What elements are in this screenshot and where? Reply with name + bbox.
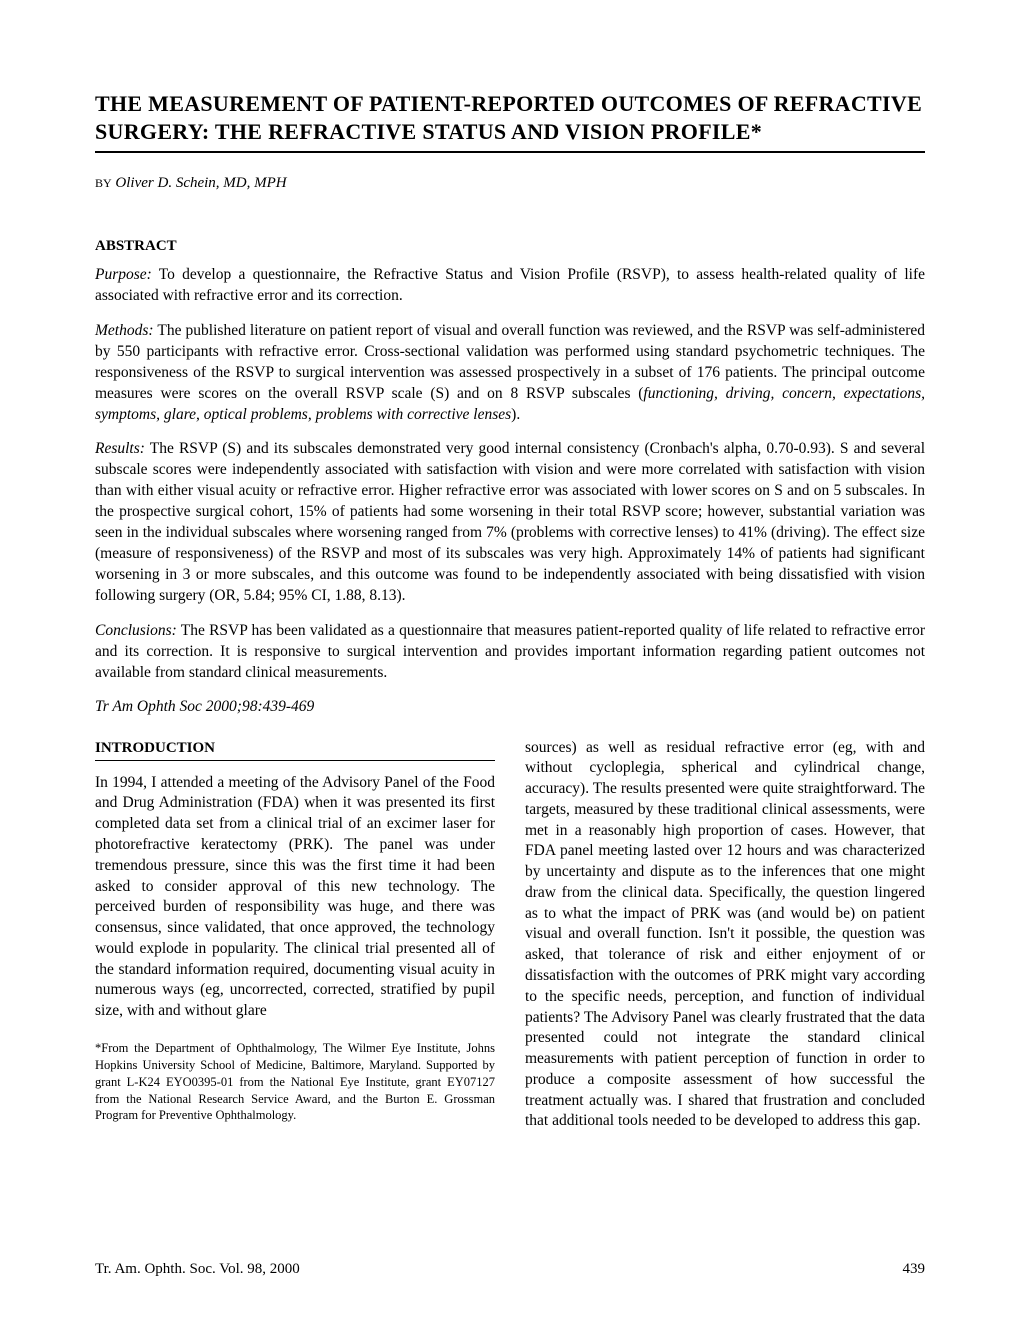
- intro-paragraph-left: In 1994, I attended a meeting of the Adv…: [95, 773, 495, 1022]
- abstract-methods: Methods: The published literature on pat…: [95, 321, 925, 426]
- byline: BY Oliver D. Schein, MD, MPH: [95, 175, 925, 192]
- byline-prefix: BY: [95, 176, 112, 190]
- methods-after: ).: [511, 406, 520, 423]
- abstract-heading: ABSTRACT: [95, 238, 925, 255]
- methods-label: Methods:: [95, 322, 154, 339]
- citation: Tr Am Ophth Soc 2000;98:439-469: [95, 698, 925, 716]
- results-text: The RSVP (S) and its subscales demonstra…: [95, 440, 925, 603]
- left-column: INTRODUCTION In 1994, I attended a meeti…: [95, 738, 495, 1145]
- results-label: Results:: [95, 440, 145, 457]
- author-name: Oliver D. Schein, MD, MPH: [115, 175, 286, 191]
- right-column: sources) as well as residual refractive …: [525, 738, 925, 1145]
- article-title: THE MEASUREMENT OF PATIENT-REPORTED OUTC…: [95, 90, 925, 153]
- purpose-text: To develop a questionnaire, the Refracti…: [95, 266, 925, 304]
- abstract-conclusions: Conclusions: The RSVP has been validated…: [95, 621, 925, 684]
- introduction-heading: INTRODUCTION: [95, 738, 495, 761]
- body-columns: INTRODUCTION In 1994, I attended a meeti…: [95, 738, 925, 1145]
- abstract-purpose: Purpose: To develop a questionnaire, the…: [95, 265, 925, 307]
- abstract-results: Results: The RSVP (S) and its subscales …: [95, 439, 925, 606]
- footer-journal: Tr. Am. Ophth. Soc. Vol. 98, 2000: [95, 1261, 300, 1278]
- conclusions-text: The RSVP has been validated as a questio…: [95, 622, 925, 681]
- intro-paragraph-right: sources) as well as residual refractive …: [525, 738, 925, 1133]
- affiliation-footnote: *From the Department of Ophthalmology, T…: [95, 1040, 495, 1124]
- abstract-block: Purpose: To develop a questionnaire, the…: [95, 265, 925, 684]
- footer-page-number: 439: [903, 1261, 926, 1278]
- conclusions-label: Conclusions:: [95, 622, 177, 639]
- purpose-label: Purpose:: [95, 266, 152, 283]
- page-footer: Tr. Am. Ophth. Soc. Vol. 98, 2000 439: [95, 1261, 925, 1278]
